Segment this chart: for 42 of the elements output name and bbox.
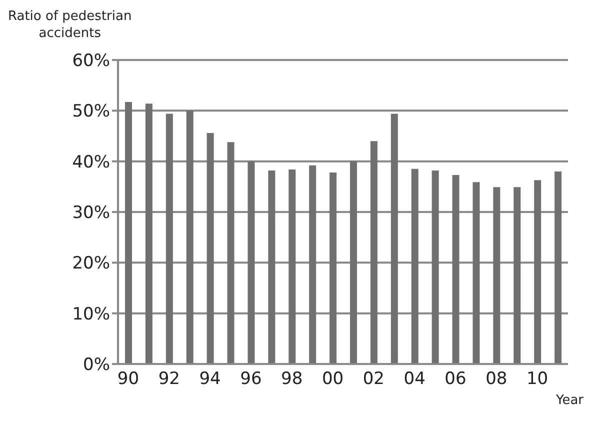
y-tick-label: 0% <box>83 355 110 376</box>
bar <box>350 161 357 364</box>
y-tick-label: 40% <box>72 152 110 172</box>
y-tick-label: 60% <box>72 51 110 72</box>
bar <box>534 180 542 364</box>
y-tick-label: 30% <box>72 203 110 224</box>
bar <box>248 161 255 364</box>
bar <box>514 187 521 364</box>
x-tick-label: 00 <box>322 369 344 390</box>
bar <box>370 141 378 364</box>
bar <box>145 104 152 364</box>
x-tick-label: 06 <box>444 369 466 390</box>
y-tick-label: 10% <box>72 304 110 324</box>
bar <box>452 175 460 364</box>
bar <box>330 172 337 364</box>
x-axis-title: Year <box>556 393 584 408</box>
x-tick-label: 02 <box>362 369 384 390</box>
bar <box>125 102 132 364</box>
x-tick-label: 90 <box>117 369 140 390</box>
x-tick-label: 10 <box>526 369 548 390</box>
bar <box>493 187 500 364</box>
bar <box>472 182 480 364</box>
x-tick-label: 96 <box>240 369 262 390</box>
bar <box>411 168 418 364</box>
bar <box>268 170 276 364</box>
y-axis-title: Ratio of pedestrian accidents <box>8 8 132 42</box>
bar <box>309 165 316 364</box>
x-tick-label: 98 <box>281 369 303 390</box>
bar <box>227 142 234 364</box>
bar <box>186 110 194 364</box>
bar <box>390 114 398 364</box>
x-tick-label: 04 <box>404 369 426 390</box>
bar <box>432 170 439 364</box>
bar <box>554 171 562 364</box>
bar <box>166 114 173 364</box>
x-tick-label: 08 <box>486 369 508 390</box>
y-tick-label: 50% <box>72 102 110 122</box>
bar <box>206 132 214 364</box>
y-tick-label: 20% <box>72 254 110 274</box>
x-tick-label: 92 <box>158 369 180 390</box>
bar <box>288 169 296 364</box>
x-tick-label: 94 <box>199 369 221 390</box>
